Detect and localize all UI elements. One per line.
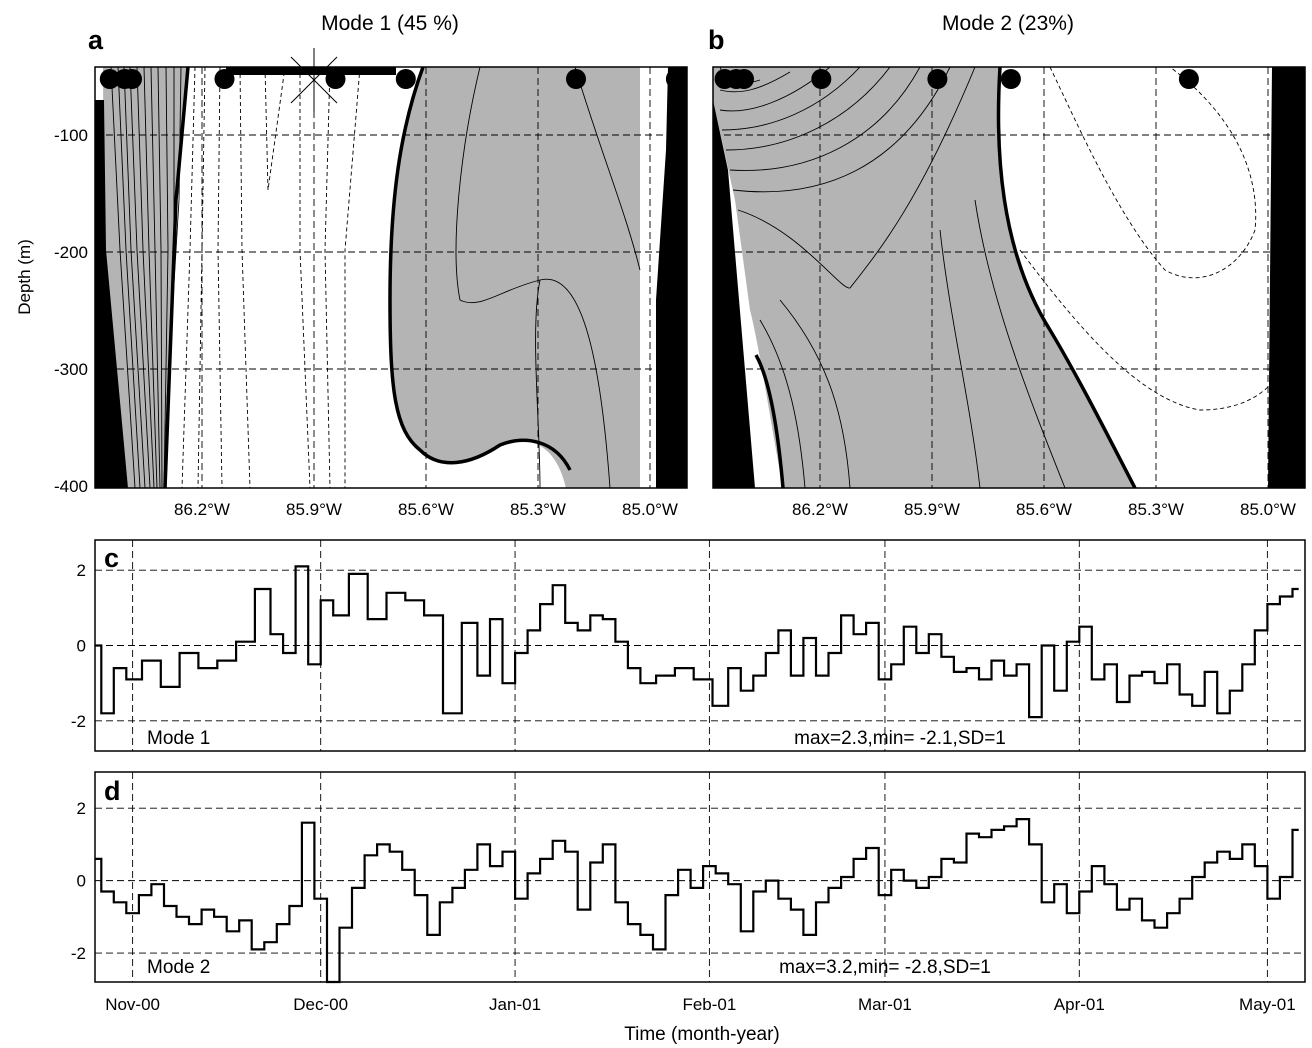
x-tick-label: Apr-01	[1054, 995, 1105, 1014]
panel-d-letter: d	[104, 776, 121, 806]
panel-a-x-ticks: 86.2°W 85.9°W 85.6°W 85.3°W 85.0°W	[174, 500, 678, 519]
x-tick-label: 85.9°W	[286, 500, 342, 519]
y-axis-label: Depth (m)	[15, 239, 34, 315]
panel-b-positive-region	[713, 67, 1135, 488]
y-tick-label: -300	[54, 360, 88, 379]
panel-c-letter: c	[104, 543, 119, 573]
x-tick-label: 85.9°W	[904, 500, 960, 519]
panel-c-y-ticks: 2 0 -2	[71, 561, 86, 731]
x-tick-label: 85.3°W	[1128, 500, 1184, 519]
x-tick-label: 85.0°W	[622, 500, 678, 519]
series-line	[95, 565, 1299, 719]
panel-c-series	[95, 565, 1299, 719]
x-tick-label: 85.3°W	[510, 500, 566, 519]
station-marker	[734, 69, 754, 89]
x-axis-label: Time (month-year)	[624, 1024, 780, 1045]
panel-d-x-ticks: Nov-00 Dec-00 Jan-01 Feb-01 Mar-01 Apr-01 May-…	[105, 995, 1296, 1014]
panel-a-contours	[95, 67, 687, 488]
panel-a-stations	[99, 69, 686, 89]
panel-b-x-ticks: 86.2°W 85.9°W 85.6°W 85.3°W 85.0°W	[792, 500, 1296, 519]
panel-a-frame	[94, 66, 688, 489]
panel-d-mode-label: Mode 2	[147, 957, 210, 978]
x-tick-label: 85.0°W	[1240, 500, 1296, 519]
panel-a-grid	[95, 67, 687, 488]
station-marker	[1000, 69, 1021, 89]
panel-d-grid	[95, 772, 1305, 982]
panel-b-contour-lines	[719, 67, 1066, 488]
panel-d-y-ticks: 2 0 -2	[71, 799, 86, 963]
station-marker	[325, 69, 346, 89]
panel-b-land-left	[713, 100, 755, 488]
panel-b-negative-contours	[1019, 67, 1271, 411]
panel-b-contours	[713, 67, 1305, 488]
y-tick-label: -400	[54, 477, 88, 496]
station-marker	[214, 69, 235, 89]
station-marker	[395, 69, 416, 89]
panel-d-stats: max=3.2,min= -2.8,SD=1	[779, 957, 991, 978]
x-tick-label: 85.6°W	[1016, 500, 1072, 519]
x-tick-label: 86.2°W	[792, 500, 848, 519]
station-marker	[566, 69, 586, 89]
panel-b-title: Mode 2 (23%)	[942, 12, 1074, 35]
panel-a-y-ticks: -100 -200 -300 -400	[54, 126, 88, 496]
panel-d-frame	[94, 771, 1306, 983]
panel-b-frame	[712, 66, 1306, 489]
station-marker	[122, 69, 142, 89]
x-tick-label: Mar-01	[858, 995, 912, 1014]
station-marker	[927, 69, 948, 89]
panel-c: 2 0 -2 c Mode 1 max=2.3,min= -2.1,SD=1	[71, 539, 1306, 752]
x-tick-label: Jan-01	[489, 995, 541, 1014]
station-marker	[99, 69, 120, 89]
panel-a-top-bar	[226, 67, 396, 75]
panel-b-stations	[714, 69, 1304, 89]
station-marker	[811, 69, 832, 89]
panel-a-letter: a	[88, 25, 104, 55]
x-tick-label: 85.6°W	[398, 500, 454, 519]
panel-b-land-right	[1268, 67, 1305, 488]
station-marker	[1283, 69, 1304, 89]
series-line	[95, 818, 1299, 984]
y-tick-label: -100	[54, 126, 88, 145]
panel-a-star-marker	[290, 48, 338, 112]
y-tick-label: 2	[77, 799, 86, 818]
panel-c-stats: max=2.3,min= -2.1,SD=1	[794, 728, 1006, 749]
panel-d: 2 0 -2 d Mode 2 max=3.2,min= -2.8,SD=1 Nov…	[71, 771, 1306, 1045]
panel-b: b Mode 2 (23%) 86.2°W 85.9°W 85.6°W 85.3…	[708, 12, 1306, 519]
y-tick-label: -2	[71, 712, 86, 731]
y-tick-label: -200	[54, 243, 88, 262]
x-tick-label: 86.2°W	[174, 500, 230, 519]
station-marker	[665, 69, 686, 89]
station-marker	[1178, 69, 1199, 89]
x-tick-label: Dec-00	[293, 995, 348, 1014]
panel-a-title: Mode 1 (45 %)	[321, 12, 459, 35]
panel-c-mode-label: Mode 1	[147, 728, 210, 749]
y-tick-label: 0	[77, 872, 86, 891]
panel-a-land-right	[656, 67, 687, 488]
y-tick-label: -2	[71, 944, 86, 963]
panel-b-zero-contours	[754, 67, 1137, 488]
panel-d-series	[95, 818, 1299, 984]
panel-a: a Mode 1 (45 %) -100 -200 -300 -400 Dept…	[15, 12, 688, 519]
panel-b-grid	[713, 67, 1305, 488]
x-tick-label: Nov-00	[105, 995, 160, 1014]
y-tick-label: 2	[77, 561, 86, 580]
y-tick-label: 0	[77, 637, 86, 656]
x-tick-label: May-01	[1239, 995, 1296, 1014]
x-tick-label: Feb-01	[682, 995, 736, 1014]
panel-a-zero-contours	[163, 67, 572, 488]
panel-a-positive-region-right	[390, 67, 640, 488]
panel-a-land-left	[95, 100, 128, 488]
panel-b-letter: b	[708, 25, 725, 55]
